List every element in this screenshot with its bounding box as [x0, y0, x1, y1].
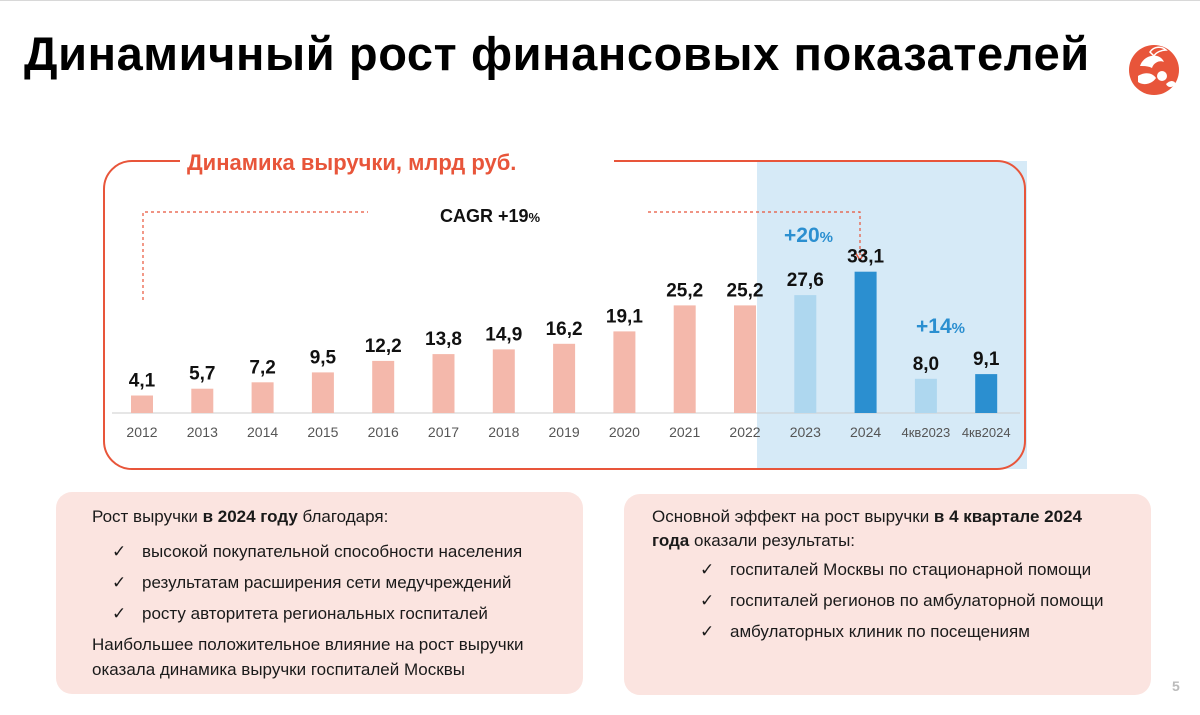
- x-tick-label: 2016: [368, 424, 399, 440]
- x-tick-label: 2013: [187, 424, 218, 440]
- revenue-chart: Динамика выручки, млрд руб. CAGR +19% +2…: [103, 150, 1027, 470]
- cagr-bracket: [142, 211, 861, 300]
- bar-2024: [854, 271, 877, 413]
- data-label-4кв2023: 8,0: [913, 354, 939, 375]
- right-intro-line1: Основной эффект на рост выручки в 4 квар…: [652, 507, 1082, 526]
- cagr-label: CAGR +19%: [440, 206, 541, 226]
- data-label-2015: 9,5: [310, 347, 337, 368]
- x-tick-label: 4кв2024: [962, 425, 1011, 440]
- page-number: 5: [1172, 678, 1180, 694]
- checkmark-icon: ✓: [700, 591, 715, 610]
- bar-4кв2024: [975, 374, 998, 413]
- left-outro-line1: Наибольшее положительное влияние на рост…: [92, 635, 524, 654]
- data-label-2021: 25,2: [666, 280, 703, 301]
- x-tick-label: 2018: [488, 424, 519, 440]
- checkmark-icon: ✓: [112, 542, 127, 561]
- bar-2020: [613, 331, 636, 413]
- bar-2022: [734, 305, 756, 413]
- x-tick-label: 2024: [850, 424, 881, 440]
- x-tick-label: 2012: [126, 424, 157, 440]
- bar-2017: [432, 354, 455, 413]
- bar-2016: [372, 360, 395, 413]
- chart-frame: [103, 160, 1026, 470]
- x-tick-label: 2014: [247, 424, 278, 440]
- x-tick-label: 2023: [790, 424, 821, 440]
- cagr-arrow-icon: [854, 251, 866, 262]
- data-label-2023: 27,6: [787, 270, 824, 291]
- data-label-2022: 25,2: [727, 280, 764, 301]
- x-tick-label: 2020: [609, 424, 640, 440]
- x-tick-label: 2015: [307, 424, 338, 440]
- checkmark-icon: ✓: [112, 573, 127, 592]
- data-label-2019: 16,2: [546, 319, 583, 340]
- left-info-box: Рост выручки в 2024 году благодаря: ✓ выс…: [56, 492, 583, 694]
- bar-2019: [553, 343, 576, 413]
- x-tick-label: 2021: [669, 424, 700, 440]
- bar-2013: [191, 388, 214, 413]
- data-label-2016: 12,2: [365, 336, 402, 357]
- bar-2012: [131, 395, 153, 413]
- data-label-2020: 19,1: [606, 306, 643, 327]
- right-info-box: Основной эффект на рост выручки в 4 квар…: [624, 494, 1151, 695]
- data-label-4кв2024: 9,1: [973, 349, 1000, 370]
- bird-with-chicks-logo-icon: [1129, 45, 1179, 95]
- data-label-2024: 33,1: [847, 247, 884, 268]
- bar-2015: [311, 372, 334, 413]
- data-label-2014: 7,2: [249, 357, 275, 378]
- left-intro: Рост выручки в 2024 году благодаря:: [92, 507, 389, 526]
- growth-q4-label: +14%: [916, 315, 965, 338]
- x-tick-label: 2019: [549, 424, 580, 440]
- x-tick-label: 2022: [729, 424, 760, 440]
- checkmark-icon: ✓: [700, 560, 715, 579]
- data-label-2012: 4,1: [129, 371, 156, 392]
- top-divider: [0, 0, 1200, 1]
- data-label-2017: 13,8: [425, 329, 462, 350]
- bar-2018: [492, 349, 515, 413]
- x-tick-label: 2017: [428, 424, 459, 440]
- growth-2024-label: +20%: [784, 224, 833, 247]
- page-title: Динамичный рост финансовых показателей: [24, 27, 1090, 80]
- checkmark-icon: ✓: [700, 622, 715, 641]
- data-label-2013: 5,7: [189, 364, 215, 385]
- bar-2014: [251, 382, 274, 413]
- left-outro-line2: оказала динамика выручки госпиталей Моск…: [92, 660, 465, 679]
- bar-4кв2023: [914, 378, 937, 413]
- bar-2021: [673, 305, 696, 413]
- data-label-2018: 14,9: [485, 324, 522, 345]
- bar-2023: [794, 295, 817, 413]
- right-intro-line2: года оказали результаты:: [652, 531, 856, 550]
- x-tick-label: 4кв2023: [902, 425, 951, 440]
- chart-title: Динамика выручки, млрд руб.: [187, 150, 516, 175]
- checkmark-icon: ✓: [112, 604, 127, 623]
